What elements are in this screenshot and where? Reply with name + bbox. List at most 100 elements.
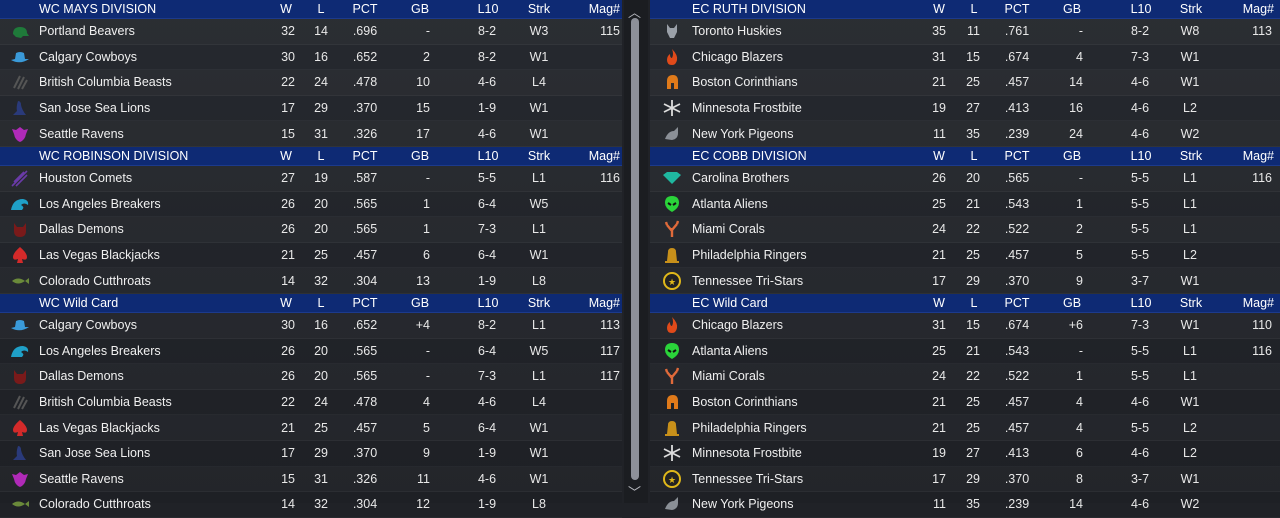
- column-header[interactable]: Strk: [527, 295, 551, 310]
- column-header[interactable]: PCT: [352, 295, 378, 310]
- team-row[interactable]: Chicago Blazers 31 15 .674 +6 7-3 W1 110: [650, 313, 1280, 339]
- team-name-link[interactable]: Atlanta Aliens: [692, 343, 768, 358]
- column-header[interactable]: W: [280, 148, 292, 163]
- team-name-link[interactable]: Miami Corals: [692, 222, 765, 237]
- column-header[interactable]: Mag#: [1242, 148, 1274, 163]
- column-header[interactable]: L: [970, 2, 978, 16]
- team-row[interactable]: British Columbia Beasts 22 24 .478 10 4-6 L4: [0, 70, 622, 96]
- column-header[interactable]: L10: [1130, 295, 1152, 310]
- column-header[interactable]: Strk: [1179, 2, 1203, 16]
- column-header[interactable]: L: [970, 148, 978, 163]
- team-row[interactable]: Colorado Cutthroats 14 32 .304 12 1-9 L8: [0, 492, 622, 518]
- team-name-link[interactable]: Seattle Ravens: [39, 126, 124, 141]
- column-header[interactable]: PCT: [352, 148, 378, 163]
- team-row[interactable]: Seattle Ravens 15 31 .326 17 4-6 W1: [0, 121, 622, 147]
- team-name-link[interactable]: Colorado Cutthroats: [39, 273, 151, 288]
- team-row[interactable]: Las Vegas Blackjacks 21 25 .457 6 6-4 W1: [0, 243, 622, 269]
- team-row[interactable]: Chicago Blazers 31 15 .674 4 7-3 W1: [650, 45, 1280, 71]
- team-row[interactable]: Carolina Brothers 26 20 .565 - 5-5 L1 116: [650, 166, 1280, 192]
- team-row[interactable]: Los Angeles Breakers 26 20 .565 - 6-4 W5 117: [0, 339, 622, 365]
- team-name-link[interactable]: Boston Corinthians: [692, 395, 798, 410]
- column-header[interactable]: GB: [410, 2, 430, 16]
- column-header[interactable]: GB: [1062, 295, 1082, 310]
- column-header[interactable]: Mag#: [588, 2, 620, 16]
- team-row[interactable]: New York Pigeons 11 35 .239 14 4-6 W2: [650, 492, 1280, 518]
- team-row[interactable]: ★ Tennessee Tri-Stars 17 29 .370 9 3-7 W1: [650, 268, 1280, 294]
- team-name-link[interactable]: Los Angeles Breakers: [39, 343, 161, 358]
- team-row[interactable]: Miami Corals 24 22 .522 2 5-5 L1: [650, 217, 1280, 243]
- column-header[interactable]: L: [317, 148, 325, 163]
- column-header[interactable]: L10: [477, 295, 499, 310]
- column-header[interactable]: PCT: [1004, 295, 1030, 310]
- column-header[interactable]: L: [317, 295, 325, 310]
- team-row[interactable]: Atlanta Aliens 25 21 .543 1 5-5 L1: [650, 192, 1280, 218]
- column-header[interactable]: Strk: [1179, 295, 1203, 310]
- team-row[interactable]: Portland Beavers 32 14 .696 - 8-2 W3 115: [0, 19, 622, 45]
- column-header[interactable]: L: [317, 2, 325, 16]
- team-row[interactable]: New York Pigeons 11 35 .239 24 4-6 W2: [650, 121, 1280, 147]
- team-name-link[interactable]: Colorado Cutthroats: [39, 497, 151, 512]
- column-header[interactable]: PCT: [1004, 148, 1030, 163]
- team-name-link[interactable]: Calgary Cowboys: [39, 49, 137, 64]
- team-name-link[interactable]: British Columbia Beasts: [39, 75, 172, 90]
- column-header[interactable]: W: [933, 295, 945, 310]
- team-name-link[interactable]: Toronto Huskies: [692, 24, 782, 39]
- team-name-link[interactable]: Carolina Brothers: [692, 171, 790, 186]
- team-row[interactable]: Houston Comets 27 19 .587 - 5-5 L1 116: [0, 166, 622, 192]
- column-header[interactable]: L: [970, 295, 978, 310]
- column-header[interactable]: L10: [477, 2, 499, 16]
- team-row[interactable]: Colorado Cutthroats 14 32 .304 13 1-9 L8: [0, 268, 622, 294]
- column-header[interactable]: Mag#: [588, 295, 620, 310]
- column-header[interactable]: Mag#: [1242, 295, 1274, 310]
- column-header[interactable]: PCT: [1004, 2, 1030, 16]
- column-header[interactable]: W: [280, 295, 292, 310]
- team-name-link[interactable]: British Columbia Beasts: [39, 395, 172, 410]
- team-name-link[interactable]: Minnesota Frostbite: [692, 101, 802, 116]
- column-header[interactable]: GB: [1062, 148, 1082, 163]
- team-name-link[interactable]: Philadelphia Ringers: [692, 420, 807, 435]
- team-row[interactable]: British Columbia Beasts 22 24 .478 4 4-6 L4: [0, 390, 622, 416]
- team-row[interactable]: Minnesota Frostbite 19 27 .413 6 4-6 L2: [650, 441, 1280, 467]
- scroll-up-icon[interactable]: ︿: [628, 5, 642, 20]
- column-header[interactable]: W: [933, 2, 945, 16]
- scrollbar[interactable]: ︿ ﹀: [624, 0, 648, 503]
- team-row[interactable]: Seattle Ravens 15 31 .326 11 4-6 W1: [0, 467, 622, 493]
- team-name-link[interactable]: San Jose Sea Lions: [39, 101, 151, 116]
- team-row[interactable]: Dallas Demons 26 20 .565 - 7-3 L1 117: [0, 364, 622, 390]
- column-header[interactable]: Strk: [1179, 148, 1203, 163]
- team-name-link[interactable]: Portland Beavers: [39, 24, 135, 39]
- team-name-link[interactable]: New York Pigeons: [692, 126, 794, 141]
- team-name-link[interactable]: Dallas Demons: [39, 222, 124, 237]
- team-name-link[interactable]: Las Vegas Blackjacks: [39, 248, 160, 263]
- team-name-link[interactable]: Dallas Demons: [39, 369, 124, 384]
- team-row[interactable]: Boston Corinthians 21 25 .457 14 4-6 W1: [650, 70, 1280, 96]
- column-header[interactable]: L10: [1130, 148, 1152, 163]
- team-row[interactable]: Miami Corals 24 22 .522 1 5-5 L1: [650, 364, 1280, 390]
- team-name-link[interactable]: Boston Corinthians: [692, 75, 798, 90]
- team-row[interactable]: Atlanta Aliens 25 21 .543 - 5-5 L1 116: [650, 339, 1280, 365]
- team-name-link[interactable]: Chicago Blazers: [692, 318, 784, 333]
- team-name-link[interactable]: Philadelphia Ringers: [692, 248, 807, 263]
- team-name-link[interactable]: Houston Comets: [39, 171, 133, 186]
- team-row[interactable]: Philadelphia Ringers 21 25 .457 4 5-5 L2: [650, 415, 1280, 441]
- column-header[interactable]: Strk: [527, 2, 551, 16]
- team-row[interactable]: Philadelphia Ringers 21 25 .457 5 5-5 L2: [650, 243, 1280, 269]
- team-name-link[interactable]: Tennessee Tri-Stars: [692, 471, 804, 486]
- team-name-link[interactable]: New York Pigeons: [692, 497, 794, 512]
- column-header[interactable]: W: [280, 2, 292, 16]
- team-name-link[interactable]: Las Vegas Blackjacks: [39, 420, 160, 435]
- team-row[interactable]: Calgary Cowboys 30 16 .652 2 8-2 W1: [0, 45, 622, 71]
- team-name-link[interactable]: Chicago Blazers: [692, 49, 784, 64]
- column-header[interactable]: W: [933, 148, 945, 163]
- column-header[interactable]: PCT: [352, 2, 378, 16]
- team-name-link[interactable]: Los Angeles Breakers: [39, 196, 161, 211]
- team-row[interactable]: Dallas Demons 26 20 .565 1 7-3 L1: [0, 217, 622, 243]
- column-header[interactable]: GB: [410, 148, 430, 163]
- team-name-link[interactable]: Tennessee Tri-Stars: [692, 273, 804, 288]
- scroll-down-icon[interactable]: ﹀: [628, 485, 642, 500]
- team-row[interactable]: Calgary Cowboys 30 16 .652 +4 8-2 L1 113: [0, 313, 622, 339]
- column-header[interactable]: Mag#: [588, 148, 620, 163]
- team-row[interactable]: Las Vegas Blackjacks 21 25 .457 5 6-4 W1: [0, 415, 622, 441]
- team-row[interactable]: Boston Corinthians 21 25 .457 4 4-6 W1: [650, 390, 1280, 416]
- team-name-link[interactable]: Miami Corals: [692, 369, 765, 384]
